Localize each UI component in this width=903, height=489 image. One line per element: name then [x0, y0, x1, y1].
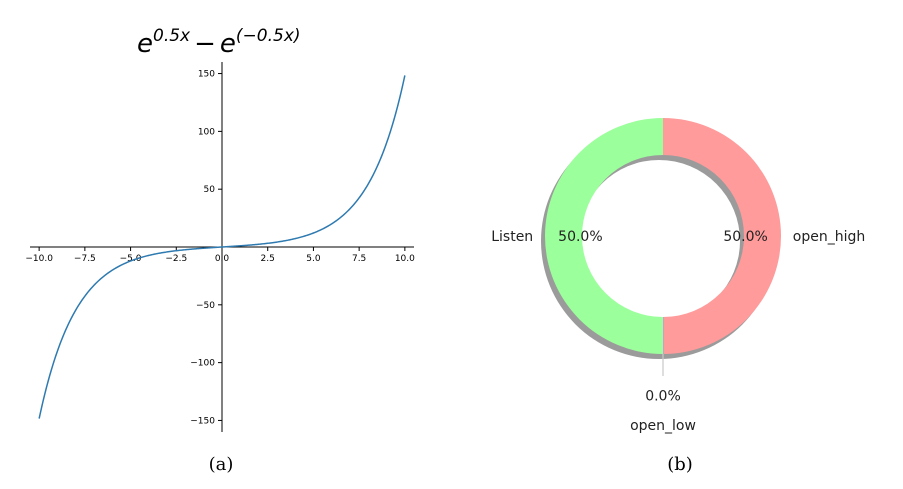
donut-chart-panel: 50.0% open_high 0.0% open_low 50.0% Listen (b… — [491, 118, 865, 475]
series-line — [38, 75, 406, 419]
y-ticks: −150 −100 −50 50 100 150 — [190, 70, 222, 426]
y-tick-label: −50 — [196, 301, 215, 311]
x-ticks: −10.0 −7.5 −5.0 −2.5 0.0 2.5 5.0 7.5 10.0 — [25, 247, 415, 264]
pie-category-label: open_low — [630, 418, 696, 434]
y-tick-label: 50 — [204, 185, 216, 195]
x-tick-label: −10.0 — [25, 254, 53, 264]
caption-b: (b) — [667, 454, 693, 475]
y-tick-label: 100 — [198, 127, 215, 137]
x-tick-label: 7.5 — [352, 254, 366, 264]
title-base-1: e — [137, 29, 153, 59]
pie-slice-Listen — [545, 118, 663, 354]
y-tick-label: −100 — [190, 359, 215, 369]
title-exponent-1: 0.5x — [153, 26, 191, 46]
pie-category-label: open_high — [793, 229, 865, 245]
pie-pct-label: 0.0% — [645, 388, 681, 404]
x-tick-label: −2.5 — [165, 254, 187, 264]
caption-a: (a) — [209, 454, 234, 475]
y-tick-label: −150 — [190, 416, 215, 426]
pie-category-label: Listen — [491, 229, 533, 245]
x-tick-label: 10.0 — [395, 254, 415, 264]
title-base-2: e — [220, 29, 236, 59]
pie-pct-label: 50.0% — [558, 229, 602, 245]
x-tick-label: −7.5 — [74, 254, 96, 264]
y-tick-label: 150 — [198, 70, 215, 80]
pie-labels: 50.0% open_high 0.0% open_low 50.0% Listen — [491, 229, 865, 434]
title-exponent-2: (−0.5x) — [236, 26, 301, 46]
pie-slice-open-high — [663, 118, 781, 354]
pie-slices — [545, 118, 781, 354]
chart-title: e0.5x − e(−0.5x) — [137, 26, 301, 59]
x-tick-label: 5.0 — [306, 254, 321, 264]
title-operator: − — [194, 29, 216, 59]
x-tick-label: 2.5 — [261, 254, 275, 264]
line-chart-panel: e0.5x − e(−0.5x) −10.0 −7.5 −5.0 −2.5 0.0 2.5 5.… — [25, 26, 415, 475]
x-tick-label: 0.0 — [215, 254, 230, 264]
pie-pct-label: 50.0% — [723, 229, 767, 245]
x-tick-label: −5.0 — [120, 254, 142, 264]
